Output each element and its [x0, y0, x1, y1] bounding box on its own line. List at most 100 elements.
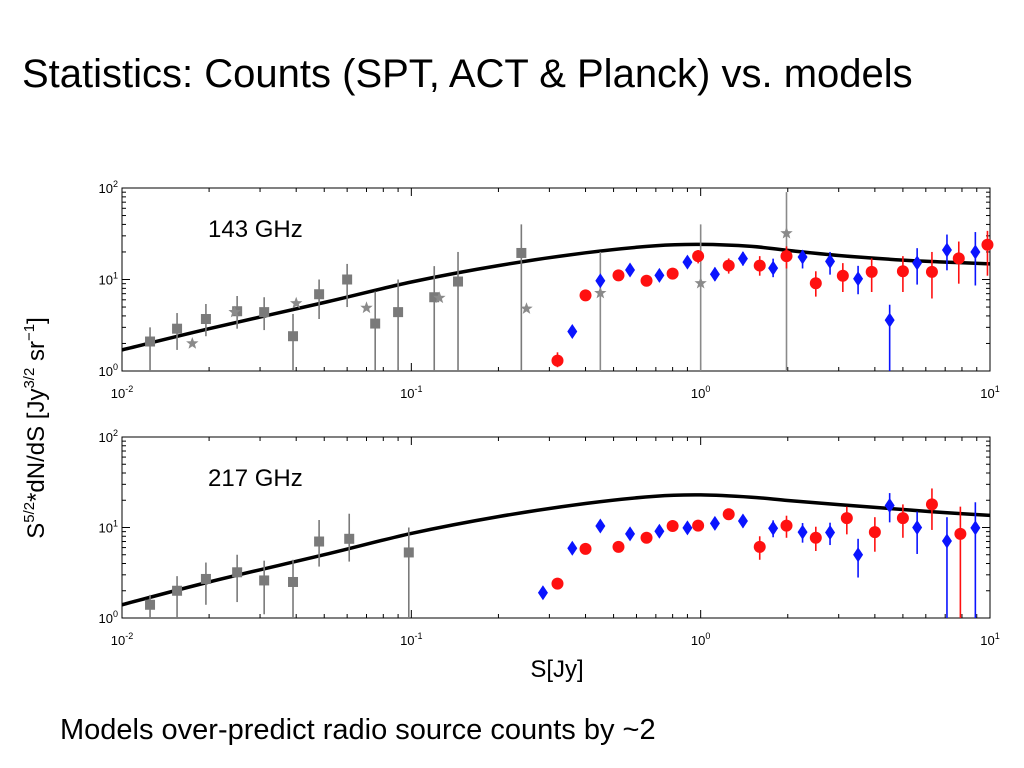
- data-point-circle: [579, 542, 592, 555]
- data-point-square: [314, 289, 325, 300]
- data-point-square: [516, 247, 527, 258]
- data-point-star: [694, 276, 707, 289]
- data-point-diamond: [625, 262, 636, 278]
- data-point-diamond: [625, 526, 636, 542]
- data-point-circle: [551, 354, 564, 367]
- data-point-diamond: [595, 518, 606, 534]
- model-curve: [121, 493, 991, 607]
- y-tick-label: 101: [99, 271, 118, 288]
- data-point-circle: [551, 577, 564, 590]
- data-point-square: [172, 323, 183, 334]
- data-point-circle: [666, 519, 679, 532]
- data-point-diamond: [654, 267, 665, 283]
- x-tick-label: 100: [691, 631, 710, 648]
- data-point-diamond: [768, 520, 779, 536]
- data-point-diamond: [941, 242, 952, 258]
- x-tick-label: 10-1: [400, 384, 422, 401]
- data-point-diamond: [853, 547, 864, 563]
- data-point-square: [200, 314, 211, 325]
- x-tick-label: 10-2: [111, 384, 133, 401]
- data-point-circle: [612, 269, 625, 282]
- data-point-diamond: [825, 253, 836, 269]
- data-point-star: [290, 296, 303, 309]
- data-point-diamond: [709, 515, 720, 531]
- series-red_circle: [551, 488, 967, 618]
- panel-143ghz: 10-2 10-1 100 101 100 101 102 143 GHz: [99, 179, 1000, 401]
- data-point-diamond: [737, 513, 748, 529]
- x-tick-label: 101: [980, 631, 999, 648]
- data-point-square: [145, 336, 156, 347]
- series-blue_diamond: [537, 493, 981, 618]
- data-point-diamond: [567, 324, 578, 340]
- data-point-square: [314, 536, 325, 547]
- data-point-diamond: [797, 524, 808, 540]
- data-point-square: [200, 573, 211, 584]
- data-point-diamond: [537, 585, 548, 601]
- data-point-diamond: [682, 254, 693, 270]
- data-point-circle: [809, 531, 822, 544]
- data-point-diamond: [912, 255, 923, 271]
- data-point-circle: [954, 527, 967, 540]
- data-point-square: [288, 576, 299, 587]
- data-point-diamond: [825, 525, 836, 541]
- data-point-square: [259, 575, 270, 586]
- data-point-circle: [640, 274, 653, 287]
- data-point-diamond: [941, 533, 952, 549]
- data-point-circle: [925, 265, 938, 278]
- slide-title: Statistics: Counts (SPT, ACT & Planck) v…: [22, 52, 913, 96]
- data-point-square: [344, 533, 355, 544]
- data-point-star: [186, 337, 199, 349]
- series-gray_star: [186, 192, 793, 371]
- data-point-circle: [579, 289, 592, 302]
- data-point-square: [429, 292, 440, 303]
- data-point-circle: [753, 259, 766, 272]
- caption: Models over-predict radio source counts …: [60, 714, 656, 746]
- data-point-circle: [868, 526, 881, 539]
- data-point-diamond: [595, 273, 606, 289]
- data-point-circle: [640, 531, 653, 544]
- data-point-square: [145, 599, 156, 610]
- data-point-star: [360, 301, 373, 314]
- data-point-square: [259, 307, 270, 318]
- data-point-star: [780, 226, 793, 239]
- data-point-diamond: [567, 540, 578, 556]
- data-point-diamond: [912, 520, 923, 535]
- x-tick-label: 100: [691, 384, 710, 401]
- data-point-diamond: [797, 249, 808, 265]
- data-point-circle: [981, 238, 994, 251]
- data-point-circle: [753, 540, 766, 553]
- data-point-circle: [692, 250, 705, 263]
- data-point-circle: [840, 512, 853, 525]
- data-point-circle: [666, 267, 679, 280]
- x-tick-label: 101: [980, 384, 999, 401]
- data-point-circle: [692, 519, 705, 532]
- data-point-circle: [865, 265, 878, 278]
- data-point-square: [288, 331, 299, 342]
- data-point-square: [393, 307, 404, 318]
- data-point-diamond: [682, 520, 693, 536]
- series-gray_square: [145, 224, 527, 371]
- model-curve: [121, 242, 991, 352]
- y-axis-title: S5/2*dN/dS [Jy3/2 sr−1]: [21, 317, 50, 539]
- y-tick-label: 102: [99, 179, 118, 196]
- data-point-square: [232, 567, 243, 578]
- data-point-circle: [809, 277, 822, 290]
- panel-label: 143 GHz: [208, 216, 303, 243]
- data-point-diamond: [853, 271, 864, 287]
- x-tick-label: 10-1: [400, 631, 422, 648]
- data-point-diamond: [768, 260, 779, 276]
- data-point-star: [433, 291, 446, 304]
- data-point-square: [453, 276, 464, 287]
- data-point-circle: [896, 512, 909, 525]
- data-point-square: [403, 547, 414, 558]
- data-point-diamond: [884, 498, 895, 514]
- x-axis-title: S[Jy]: [530, 656, 583, 683]
- data-point-star: [594, 286, 607, 299]
- data-point-circle: [780, 519, 793, 532]
- series-blue_diamond: [567, 232, 981, 371]
- data-point-circle: [722, 508, 735, 521]
- data-point-diamond: [709, 266, 720, 282]
- data-point-circle: [952, 252, 965, 265]
- data-point-circle: [722, 259, 735, 272]
